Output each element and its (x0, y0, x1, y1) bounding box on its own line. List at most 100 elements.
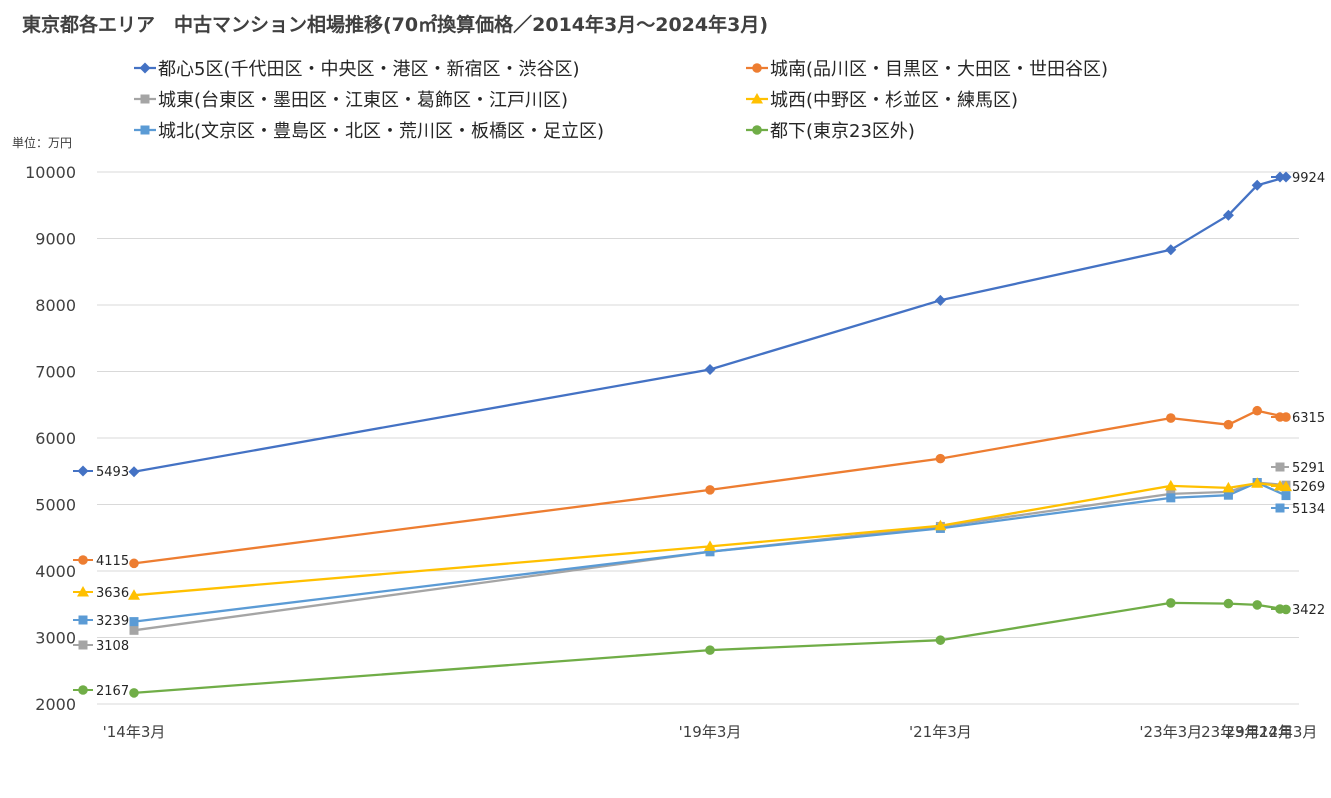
series-group (128, 477, 1292, 600)
data-point (1166, 598, 1176, 608)
end-value-label: 9924 (1292, 171, 1325, 186)
x-axis-ticks: '14年3月 '19年3月 '21年3月 '23年3月'23年9月'23年12月'24… (103, 723, 1318, 741)
x-tick-label: '19年3月 (679, 723, 742, 741)
y-tick-label: 9000 (35, 230, 76, 249)
data-point (705, 645, 715, 655)
data-point (934, 294, 946, 306)
start-data-label: 5493 (73, 465, 129, 480)
label-key-marker (1275, 604, 1285, 614)
data-point (129, 617, 139, 627)
data-labels: 5493 9924 4115 6315 3108 5291 3636 5269 3239 5134… (73, 171, 1325, 699)
x-tick-label: '23年3月 (1139, 723, 1202, 741)
y-tick-label: 7000 (35, 363, 76, 382)
end-data-label: 6315 (1271, 411, 1325, 426)
x-tick-label: '23年12月 (1221, 723, 1293, 741)
data-point (129, 558, 139, 569)
chart-title: 東京都各エリア 中古マンション相場推移(70㎡換算価格／2014年3月～2024… (22, 13, 768, 36)
x-tick-label: '21年3月 (909, 723, 972, 741)
y-tick-label: 2000 (35, 695, 76, 714)
x-tick-label: '14年3月 (103, 723, 166, 741)
legend-label: 城東(台東区・墨田区・江東区・葛飾区・江戸川区) (158, 90, 568, 111)
legend-label: 都心5区(千代田区・中央区・港区・新宿区・渋谷区) (158, 59, 580, 80)
series-group (129, 598, 1291, 698)
end-data-label: 5291 (1271, 461, 1325, 476)
data-point (705, 485, 715, 495)
label-key-marker (77, 586, 89, 597)
data-point (1222, 481, 1235, 493)
y-tick-label: 4000 (35, 562, 76, 581)
y-tick-label: 10000 (25, 163, 76, 182)
series-line (133, 482, 1287, 597)
label-key-marker (78, 640, 88, 650)
start-value-label: 2167 (96, 684, 129, 699)
start-value-label: 3108 (96, 639, 129, 654)
data-point (1251, 179, 1263, 191)
y-tick-label: 5000 (35, 496, 76, 515)
data-point (1251, 477, 1264, 488)
end-data-label: 5269 (1271, 480, 1325, 495)
legend-marker (752, 63, 762, 73)
data-point (1165, 244, 1177, 256)
legend-marker (140, 125, 150, 135)
label-key-marker (78, 685, 88, 695)
data-point (1166, 413, 1176, 423)
data-point (1222, 209, 1234, 221)
unit-label: 単位：万円 (12, 135, 72, 150)
series-layer (128, 171, 1292, 698)
label-key-marker (78, 615, 88, 625)
end-value-label: 3422 (1292, 603, 1325, 618)
series-group (128, 171, 1292, 478)
start-data-label: 3108 (73, 639, 129, 654)
data-point (129, 625, 139, 635)
start-value-label: 3239 (96, 614, 129, 629)
y-axis-ticks: 2000 3000 4000 5000 6000 7000 8000 9000 10000 (25, 163, 76, 714)
legend-marker (139, 62, 151, 74)
label-key-marker (1275, 503, 1285, 513)
legend-item: 城北(文京区・豊島区・北区・荒川区・板橋区・足立区) (134, 121, 604, 142)
data-point (705, 547, 715, 557)
legend-item: 都心5区(千代田区・中央区・港区・新宿区・渋谷区) (134, 59, 580, 80)
data-point (1223, 490, 1233, 500)
y-tick-label: 3000 (35, 629, 76, 648)
gridlines (97, 171, 1299, 705)
legend-label: 城北(文京区・豊島区・北区・荒川区・板橋区・足立区) (158, 121, 604, 142)
label-key-marker (77, 465, 89, 477)
end-value-label: 5291 (1292, 461, 1325, 476)
end-data-label: 3422 (1271, 603, 1325, 618)
data-point (935, 635, 946, 645)
y-tick-label: 6000 (35, 429, 76, 448)
data-point (1166, 493, 1176, 503)
legend-item: 城南(品川区・目黒区・大田区・世田谷区) (746, 59, 1108, 80)
legend-item: 城東(台東区・墨田区・江東区・葛飾区・江戸川区) (134, 90, 568, 111)
data-point (128, 589, 140, 600)
start-value-label: 4115 (96, 554, 129, 569)
end-data-label: 5134 (1271, 502, 1325, 517)
data-point (935, 453, 946, 464)
start-data-label: 3239 (73, 614, 129, 629)
legend: 都心5区(千代田区・中央区・港区・新宿区・渋谷区) 城南(品川区・目黒区・大田区・… (134, 59, 1108, 142)
label-key-marker (1275, 462, 1285, 472)
legend-marker (751, 93, 763, 104)
legend-label: 城西(中野区・杉並区・練馬区) (770, 90, 1018, 111)
end-data-label: 9924 (1271, 171, 1325, 186)
legend-label: 城南(品川区・目黒区・大田区・世田谷区) (770, 59, 1108, 80)
data-point (128, 466, 140, 478)
x-tick-label: '23年9月 (1197, 723, 1260, 741)
legend-item: 都下(東京23区外) (746, 121, 915, 142)
data-point (1164, 479, 1177, 491)
series-group (129, 478, 1291, 627)
start-data-label: 4115 (73, 554, 129, 569)
x-tick-label: '24年3月 (1255, 723, 1318, 741)
legend-item: 城西(中野区・杉並区・練馬区) (746, 90, 1018, 111)
data-point (1252, 405, 1262, 416)
data-point (1223, 419, 1234, 430)
label-key-marker (1275, 412, 1285, 422)
legend-marker (140, 94, 150, 104)
start-value-label: 5493 (96, 465, 129, 480)
y-tick-label: 8000 (35, 296, 76, 315)
data-point (1252, 600, 1262, 610)
start-data-label: 2167 (73, 684, 129, 699)
legend-label: 都下(東京23区外) (770, 121, 915, 142)
